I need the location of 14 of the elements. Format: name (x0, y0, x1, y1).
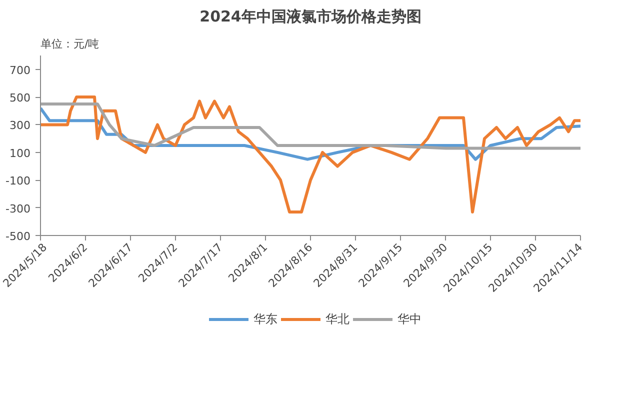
line-series (40, 102, 580, 150)
y-tick-label: 500 (10, 92, 31, 105)
y-tick-label: -300 (6, 202, 31, 216)
legend-label: 华中 (398, 310, 422, 328)
y-tick-label: -100 (6, 174, 31, 188)
y-tick-label: 100 (10, 146, 31, 160)
y-axis-title: 单位：元/吨 (40, 38, 100, 50)
line-series (40, 96, 580, 214)
y-tick-label: 700 (10, 64, 31, 77)
chart-title: 2024年中国液氯市场价格走势图 (200, 8, 422, 26)
y-tick-label: -500 (6, 230, 31, 243)
legend-label: 华东 (254, 310, 278, 328)
legend-label: 华北 (326, 310, 350, 328)
y-tick-label: 300 (10, 119, 31, 132)
